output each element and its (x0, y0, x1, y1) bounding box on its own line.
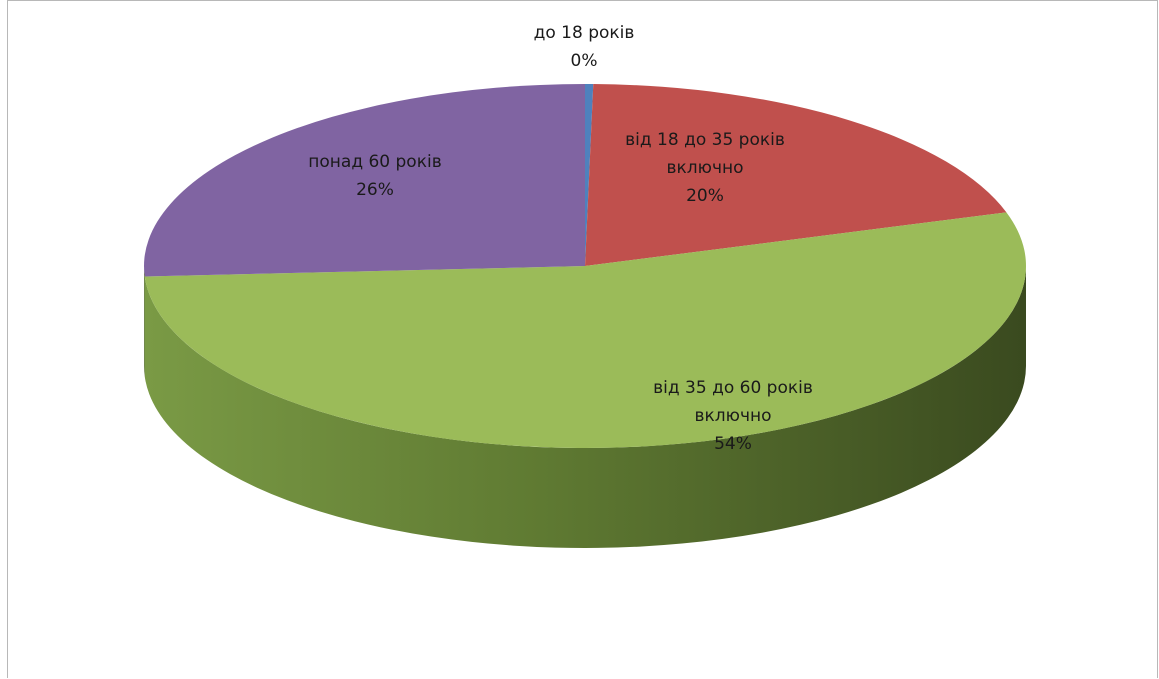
label-35-60-line-2: включно (694, 406, 772, 426)
label-over-60-line-1: понад 60 років (308, 152, 442, 172)
slice-over-60-side (144, 266, 145, 377)
label-18-35-line-2: включно (666, 158, 744, 178)
slice-18-35 (585, 84, 1007, 266)
slice-35-60 (144, 212, 1026, 448)
label-18-35: від 18 до 35 років включно 20% (625, 126, 785, 210)
label-35-60: від 35 до 60 років включно 54% (653, 374, 813, 458)
slice-over-60 (143, 84, 585, 277)
label-under-18-line-1: до 18 років (533, 23, 635, 43)
slice-35-60-side (144, 266, 1026, 549)
label-18-35-line-1: від 18 до 35 років (625, 130, 785, 150)
pie-chart (143, 84, 1026, 549)
label-over-60-percent: 26% (356, 180, 394, 200)
label-35-60-line-1: від 35 до 60 років (653, 378, 813, 398)
label-under-18-percent: 0% (570, 51, 598, 71)
label-35-60-percent: 54% (714, 434, 752, 454)
slice-under-18 (585, 84, 594, 266)
label-over-60: понад 60 років 26% (308, 148, 441, 204)
label-under-18: до 18 років 0% (534, 19, 635, 75)
chart-area: до 18 років 0% від 18 до 35 років включн… (7, 0, 1158, 678)
label-18-35-percent: 20% (686, 186, 724, 206)
